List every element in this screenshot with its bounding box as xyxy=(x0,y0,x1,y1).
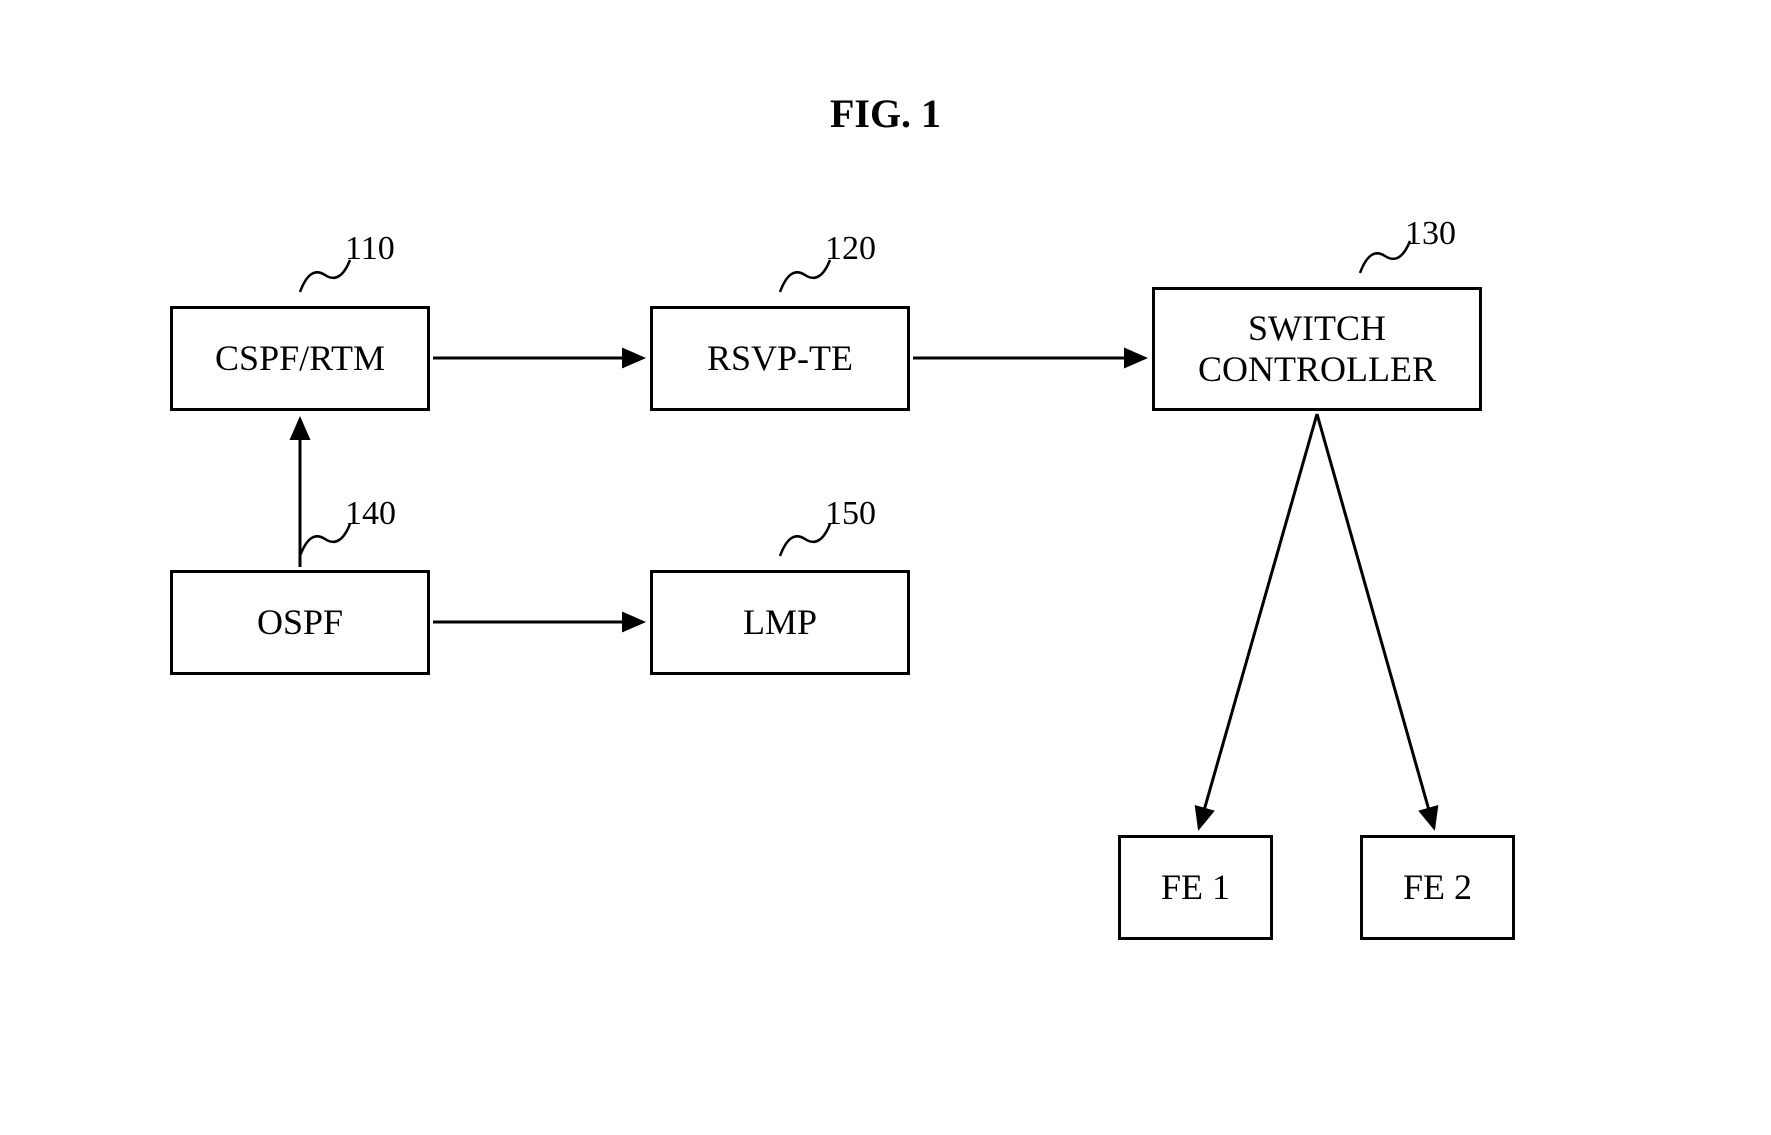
diagram-arrows xyxy=(0,0,1771,1135)
node-cspf-rtm: CSPF/RTM xyxy=(170,306,430,411)
ref-curves xyxy=(0,0,1771,1135)
figure-title: FIG. 1 xyxy=(0,90,1771,137)
node-rsvp-te-label: RSVP-TE xyxy=(707,338,853,379)
node-fe1: FE 1 xyxy=(1118,835,1273,940)
node-rsvp-te: RSVP-TE xyxy=(650,306,910,411)
node-ospf-label: OSPF xyxy=(257,602,343,643)
node-switch-controller-label: SWITCH CONTROLLER xyxy=(1198,308,1436,391)
node-fe1-label: FE 1 xyxy=(1161,867,1230,908)
node-cspf-rtm-label: CSPF/RTM xyxy=(215,338,385,379)
node-fe2: FE 2 xyxy=(1360,835,1515,940)
ref-150: 150 xyxy=(825,495,876,533)
ref-110: 110 xyxy=(345,230,395,268)
ref-130: 130 xyxy=(1405,215,1456,253)
node-ospf: OSPF xyxy=(170,570,430,675)
ref-140: 140 xyxy=(345,495,396,533)
ref-120: 120 xyxy=(825,230,876,268)
node-lmp: LMP xyxy=(650,570,910,675)
node-lmp-label: LMP xyxy=(743,602,817,643)
node-fe2-label: FE 2 xyxy=(1403,867,1472,908)
node-switch-controller: SWITCH CONTROLLER xyxy=(1152,287,1482,411)
